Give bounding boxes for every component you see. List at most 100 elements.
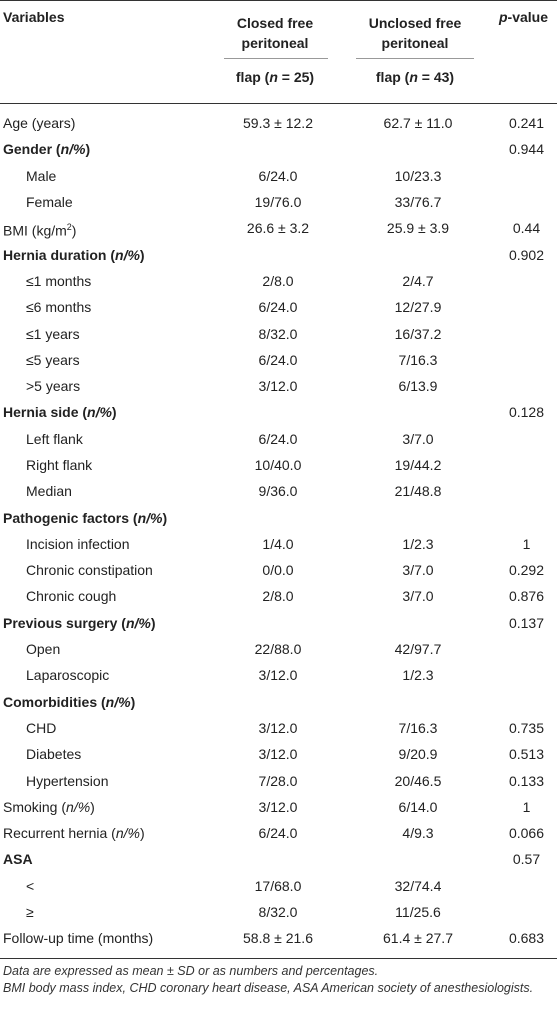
p-value xyxy=(493,873,557,899)
p-value: 1 xyxy=(522,798,531,815)
table-row: ≥8/32.0 11/25.6 xyxy=(0,899,557,925)
p-value xyxy=(493,294,557,320)
p-value xyxy=(493,689,557,715)
row-label: Smoking (n/%) xyxy=(3,798,95,815)
closed-value: 58.8 ± 21.6 xyxy=(243,930,313,947)
unclosed-value xyxy=(343,689,493,715)
table-row: Left flank 6/24.0 3/7.0 xyxy=(0,426,557,452)
unclosed-value: 3/7.0 xyxy=(402,562,434,579)
unclosed-value xyxy=(343,846,493,872)
p-value: 0.57 xyxy=(512,851,541,868)
header-closed-line1: Closed free xyxy=(236,15,314,31)
unclosed-value: 6/13.9 xyxy=(398,378,438,395)
row-label: ≤1 years xyxy=(26,325,80,342)
closed-value: 8/32.0 xyxy=(258,904,298,921)
unclosed-value xyxy=(343,610,493,636)
table-row: ASA 0.57 xyxy=(0,846,557,872)
unclosed-value: 2/4.7 xyxy=(402,272,434,289)
header-unclosed-line2: peritoneal xyxy=(381,35,449,51)
header-closed-subrule xyxy=(224,58,328,59)
p-value xyxy=(493,268,557,294)
p-value: 0.944 xyxy=(508,141,545,158)
row-label: Right flank xyxy=(26,457,93,473)
row-label: Recurrent hernia (n/%) xyxy=(3,825,145,842)
header-unclosed-line1: Unclosed free xyxy=(368,15,462,31)
row-label: Diabetes xyxy=(26,746,82,763)
row-label: >5 years xyxy=(26,378,81,395)
closed-value: 6/24.0 xyxy=(258,351,298,368)
table-row: Hernia duration (n/%) 0.902 xyxy=(0,241,557,267)
p-value: 0.735 xyxy=(508,719,545,736)
unclosed-value: 7/16.3 xyxy=(398,351,438,368)
bottom-rule xyxy=(0,958,557,959)
row-label: Female xyxy=(26,194,73,211)
table-row: Follow-up time (months) 58.8 ± 21.6 61.4 ±… xyxy=(0,925,557,951)
row-label: Open xyxy=(26,641,61,658)
p-value: 0.292 xyxy=(508,562,545,579)
table-row: Hernia side (n/%) 0.128 xyxy=(0,399,557,425)
unclosed-value xyxy=(343,136,493,162)
closed-value xyxy=(213,136,343,162)
closed-value: 3/12.0 xyxy=(258,798,298,815)
row-label: Hypertension xyxy=(26,772,109,789)
table-row: Smoking (n/%) 3/12.0 6/14.0 1 xyxy=(0,794,557,820)
p-value xyxy=(493,347,557,373)
closed-value: 2/8.0 xyxy=(262,272,294,289)
p-value: 0.683 xyxy=(508,930,545,947)
unclosed-value: 11/25.6 xyxy=(395,904,441,921)
p-value xyxy=(493,373,557,399)
unclosed-value: 16/37.2 xyxy=(394,325,442,342)
row-label: Incision infection xyxy=(26,535,130,552)
table-row: Hypertension 7/28.0 20/46.5 0.133 xyxy=(0,767,557,793)
table-row: Male 6/24.0 10/23.3 xyxy=(0,163,557,189)
data-table: Age (years) 59.3 ± 12.2 62.7 ± 11.0 0.241 Ge… xyxy=(0,110,557,952)
header-unclosed-n: flap (n = 43) xyxy=(375,69,455,85)
table-row: Comorbidities (n/%) xyxy=(0,689,557,715)
unclosed-value: 9/20.9 xyxy=(398,746,438,763)
table-row: Right flank 10/40.0 19/44.2 xyxy=(0,452,557,478)
closed-value: 7/28.0 xyxy=(258,772,298,789)
p-value xyxy=(493,426,557,452)
unclosed-value: 42/97.7 xyxy=(394,641,442,658)
row-label: Hernia side (n/%) xyxy=(3,404,117,421)
closed-value: 59.3 ± 12.2 xyxy=(243,115,313,132)
unclosed-value xyxy=(343,504,493,530)
row-label: Age (years) xyxy=(3,115,76,132)
table-row: Diabetes 3/12.0 9/20.9 0.513 xyxy=(0,741,557,767)
row-label: BMI (kg/m2) xyxy=(3,221,77,239)
table-row: Incision infection 1/4.0 1/2.3 1 xyxy=(0,531,557,557)
closed-value: 26.6 ± 3.2 xyxy=(246,220,310,237)
row-label: Laparoscopic xyxy=(26,667,110,684)
header-unclosed-flap: Unclosed free peritoneal xyxy=(340,13,490,53)
p-value xyxy=(493,636,557,662)
header-closed-line2: peritoneal xyxy=(241,35,309,51)
p-value xyxy=(493,478,557,504)
closed-value xyxy=(213,504,343,530)
p-value xyxy=(493,662,557,688)
p-value: 1 xyxy=(522,535,531,552)
closed-value xyxy=(213,241,343,267)
p-value xyxy=(493,163,557,189)
footnote-2: BMI body mass index, CHD coronary heart … xyxy=(3,981,534,995)
closed-value: 19/76.0 xyxy=(254,194,302,211)
p-value: 0.137 xyxy=(508,614,545,631)
row-label: ≤5 years xyxy=(26,351,80,368)
row-label: Median xyxy=(26,483,72,500)
table-row: Age (years) 59.3 ± 12.2 62.7 ± 11.0 0.241 xyxy=(0,110,557,136)
table-row: ≤6 months 6/24.0 12/27.9 xyxy=(0,294,557,320)
top-rule xyxy=(0,0,557,1)
closed-value: 6/24.0 xyxy=(258,167,298,184)
unclosed-value: 20/46.5 xyxy=(394,772,442,789)
row-label: < xyxy=(26,877,35,894)
table-row: <17/68.0 32/74.4 xyxy=(0,873,557,899)
p-value xyxy=(493,189,557,215)
row-label: Hernia duration (n/%) xyxy=(3,246,145,263)
row-label: Comorbidities (n/%) xyxy=(3,693,136,710)
closed-value xyxy=(213,846,343,872)
closed-value: 2/8.0 xyxy=(262,588,294,605)
closed-value: 6/24.0 xyxy=(258,299,298,316)
closed-value xyxy=(213,689,343,715)
table-row: ≤5 years 6/24.0 7/16.3 xyxy=(0,347,557,373)
unclosed-value: 61.4 ± 27.7 xyxy=(383,930,453,947)
